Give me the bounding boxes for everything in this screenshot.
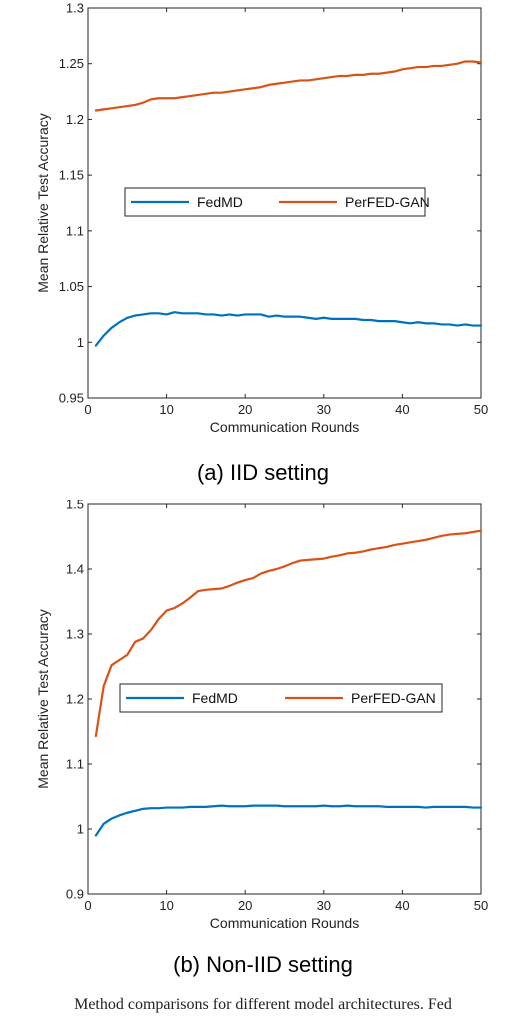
legend-label: FedMD — [192, 690, 238, 706]
x-tick-label: 0 — [84, 898, 91, 913]
y-tick-label: 1.3 — [66, 627, 84, 642]
y-tick-label: 1.3 — [66, 1, 84, 16]
caption-non-iid: (b) Non-IID setting — [173, 952, 353, 977]
x-tick-label: 10 — [159, 898, 173, 913]
y-tick-label: 0.9 — [66, 887, 84, 902]
chart-non-iid: 0 10 20 30 40 50 0.9 1 1.1 1.2 1.3 1.4 1.5 Communicat… — [35, 500, 488, 931]
series-line-fedmd — [94, 804, 483, 837]
x-tick-label: 10 — [159, 402, 173, 417]
x-tick-label: 40 — [395, 898, 409, 913]
x-tick-label: 30 — [317, 402, 331, 417]
y-tick-label: 1.2 — [66, 112, 84, 127]
series-line-fedmd — [94, 311, 483, 347]
x-tick-label: 20 — [238, 402, 252, 417]
chart-iid: 0 10 20 30 40 50 0.95 1 1.05 1.1 1.15 1.2 1.25 1.3 Com… — [35, 1, 488, 436]
figure-caption-text: Method comparisons for different model a… — [74, 996, 452, 1013]
y-axis-title: Mean Relative Test Accuracy — [35, 113, 51, 293]
x-tick-label: 20 — [238, 898, 252, 913]
y-tick-label: 1 — [77, 335, 84, 350]
series-line-perfed-gan — [94, 529, 483, 738]
y-tick-label: 1.5 — [66, 500, 84, 512]
x-axis-title: Communication Rounds — [210, 915, 359, 931]
series-line-perfed-gan — [94, 60, 483, 112]
y-tick-label: 0.95 — [59, 391, 84, 406]
y-tick-label: 1.15 — [59, 168, 84, 183]
x-tick-label: 0 — [84, 402, 91, 417]
x-axis-title: Communication Rounds — [210, 419, 359, 435]
y-tick-label: 1.25 — [59, 56, 84, 71]
legend-label: FedMD — [197, 194, 243, 210]
chart-panel-non-iid: 0 10 20 30 40 50 0.9 1 1.1 1.2 1.3 1.4 1.5 Communicat… — [0, 500, 526, 990]
y-tick-label: 1.1 — [66, 757, 84, 772]
caption-iid: (a) IID setting — [196, 460, 330, 485]
y-tick-label: 1.4 — [66, 562, 84, 577]
y-tick-label: 1.1 — [66, 223, 84, 238]
y-axis-title: Mean Relative Test Accuracy — [35, 609, 51, 789]
chart-panel-iid: 0 10 20 30 40 50 0.95 1 1.05 1.1 1.15 1.2 1.25 1.3 Com… — [0, 0, 526, 500]
x-tick-label: 30 — [317, 898, 331, 913]
x-tick-label: 50 — [474, 898, 488, 913]
x-tick-label: 50 — [474, 402, 488, 417]
legend-label: PerFED-GAN — [345, 194, 430, 210]
y-tick-label: 1 — [77, 822, 84, 837]
y-tick-label: 1.05 — [59, 279, 84, 294]
y-tick-label: 1.2 — [66, 692, 84, 707]
x-tick-label: 40 — [395, 402, 409, 417]
legend-label: PerFED-GAN — [351, 690, 436, 706]
